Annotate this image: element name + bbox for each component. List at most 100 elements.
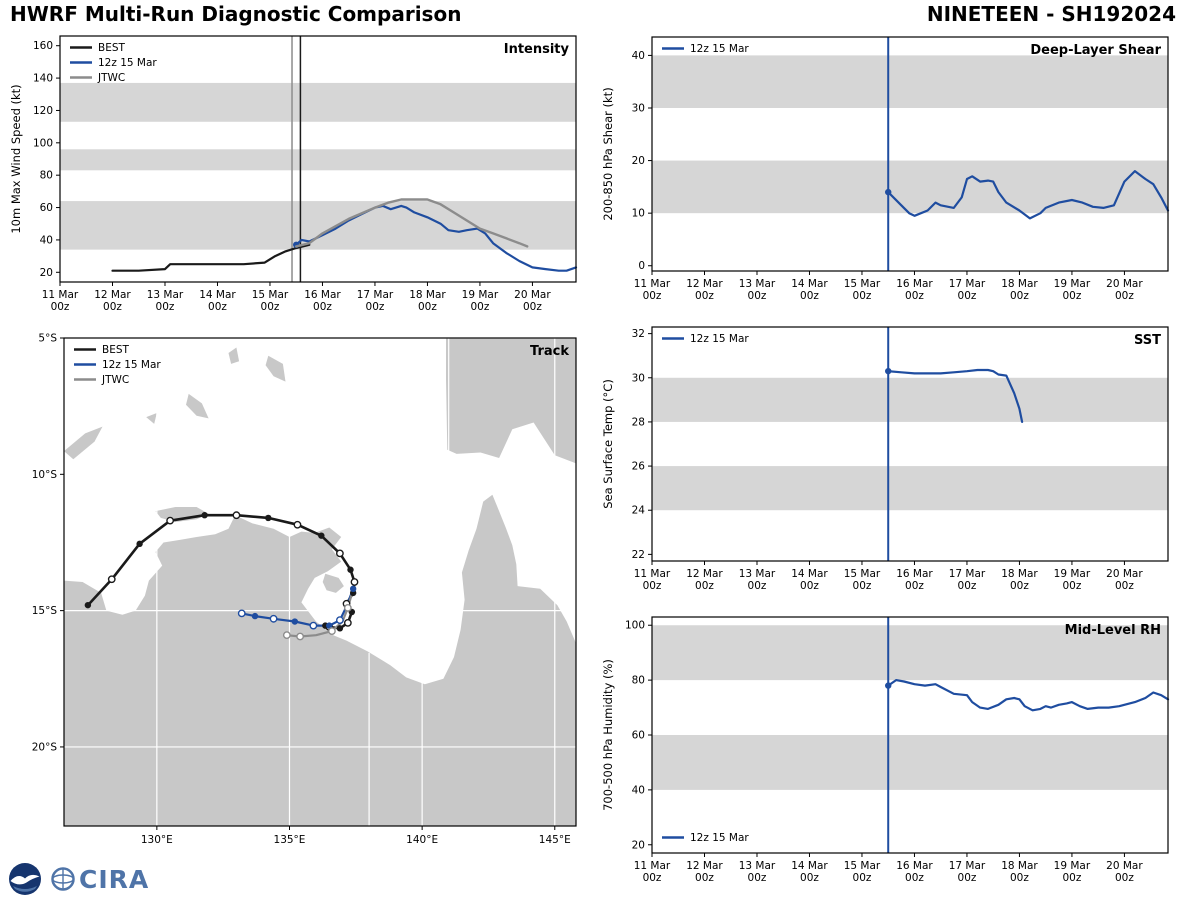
track-fix-open [335,549,344,558]
intensity-chart: 20 40 60 80 100 120 140 160 11 Mar 00z 12 Mar 00z 13… [6,30,586,326]
x-tick-label: 14 Mar 00z [199,289,236,313]
track-fix-open [293,520,302,529]
x-tick-label: 13 Mar 00z [739,278,776,302]
land-polygon [146,413,157,424]
cira-globe-icon [51,867,75,891]
x-tick-label: 20 Mar 00z [1106,278,1143,302]
x-tick-label: 15 Mar 00z [844,278,881,302]
category-band [652,625,1168,681]
x-tick-label: 17 Mar 00z [949,278,986,302]
track-fix-filled [136,540,143,548]
legend-label: 12z 15 Mar [690,333,749,345]
x-tick-label: 12 Mar 00z [686,278,723,302]
y-tick-label: 40 [632,50,645,62]
sst-chart: 22 24 26 28 30 32 11 Mar 00z 12 Mar 00z 13 Mar 00z 1… [598,321,1178,605]
panel-title: Mid-Level RH [1065,623,1161,638]
lon-tick-label: 140°E [406,834,438,846]
y-tick-label: 32 [632,328,645,340]
x-tick-label: 11 Mar 00z [634,860,671,884]
track-fix-open [232,511,241,520]
track-fix-filled [265,514,272,522]
y-tick-label: 20 [40,267,53,279]
y-tick-label: 30 [632,102,645,114]
legend-label: BEST [98,42,126,54]
x-tick-label: 13 Mar 00z [739,568,776,592]
plot-frame [59,35,577,283]
legend-label: JTWC [101,374,129,386]
track-fix-filled [251,612,259,620]
x-tick-label: 13 Mar 00z [147,289,184,313]
x-tick-label: 16 Mar 00z [304,289,341,313]
legend-label: JTWC [97,72,125,84]
x-tick-label: 11 Mar 00z [634,278,671,302]
track-fix-filled [318,532,325,539]
x-tick-label: 15 Mar 00z [252,289,289,313]
legend-label: 12z 15 Mar [98,57,157,69]
legend-label: 12z 15 Mar [102,359,161,371]
category-band [652,466,1168,511]
track-fix-open [269,614,278,623]
track-fix-filled [201,512,208,519]
plot-frame [651,36,1169,272]
x-tick-label: 17 Mar 00z [949,860,986,884]
y-axis-label: 700-500 hPa Humidity (%) [601,659,615,811]
track-fix-open [335,616,344,625]
y-tick-label: 140 [33,73,53,85]
y-tick-label: 0 [638,260,645,272]
y-axis-label: 200-850 hPa Shear (kt) [601,87,615,220]
shear-chart: 0 10 20 30 40 11 Mar 00z 12 Mar 00z 13 Mar 00z 14 M… [598,31,1178,315]
plot-frame [651,326,1169,562]
series-line [295,198,529,248]
x-tick-label: 11 Mar 00z [634,568,671,592]
track-fix-filled [347,566,354,573]
y-tick-label: 40 [632,784,645,796]
x-tick-label: 14 Mar 00z [791,568,828,592]
land-polygon [186,393,209,419]
y-tick-label: 60 [40,202,53,214]
x-tick-label: 15 Mar 00z [844,568,881,592]
x-tick-label: 20 Mar 00z [1106,860,1143,884]
x-tick-label: 14 Mar 00z [791,278,828,302]
y-axis-label: 10m Max Wind Speed (kt) [9,84,23,233]
series-line [111,243,311,272]
noaa-logo-icon [9,863,41,895]
track-fix-open [237,609,246,618]
cira-logo: CIRA [50,865,149,894]
x-tick-label: 16 Mar 00z [896,568,933,592]
category-band [652,377,1168,422]
x-tick-label: 20 Mar 00z [1106,568,1143,592]
y-tick-label: 80 [40,170,53,182]
category-band [652,160,1168,214]
x-tick-label: 15 Mar 00z [844,860,881,884]
track-map: 5°S 10°S 15°S 20°S 130°E 135°E 140°E 145°E BEST 1… [6,332,586,862]
x-tick-label: 12 Mar 00z [686,860,723,884]
panel-title: Deep-Layer Shear [1030,43,1161,58]
y-tick-label: 24 [632,505,646,517]
category-band [60,149,576,171]
track-fix-open [328,627,336,635]
init-marker [885,682,892,689]
x-tick-label: 17 Mar 00z [949,568,986,592]
track-fix-open [343,618,352,627]
map-frame [63,337,577,827]
x-tick-label: 18 Mar 00z [1001,278,1038,302]
x-tick-label: 12 Mar 00z [94,289,131,313]
legend-label: 12z 15 Mar [690,43,749,55]
y-tick-label: 30 [632,372,645,384]
track-fix-open [282,631,291,640]
x-tick-label: 12 Mar 00z [686,568,723,592]
storm-title: NINETEEN - SH192024 [926,2,1176,26]
x-tick-label: 19 Mar 00z [1054,860,1091,884]
category-band [60,201,576,250]
land-polygon [64,494,576,826]
series-line [887,368,1024,424]
track-fix-filled [336,625,344,632]
x-tick-label: 20 Mar 00z [514,289,551,313]
track-fix-open [350,578,359,586]
y-tick-label: 80 [632,675,645,687]
land-polygon [446,338,576,464]
x-tick-label: 18 Mar 00z [1001,568,1038,592]
lat-tick-label: 10°S [32,469,58,481]
legend-label: BEST [102,344,130,356]
